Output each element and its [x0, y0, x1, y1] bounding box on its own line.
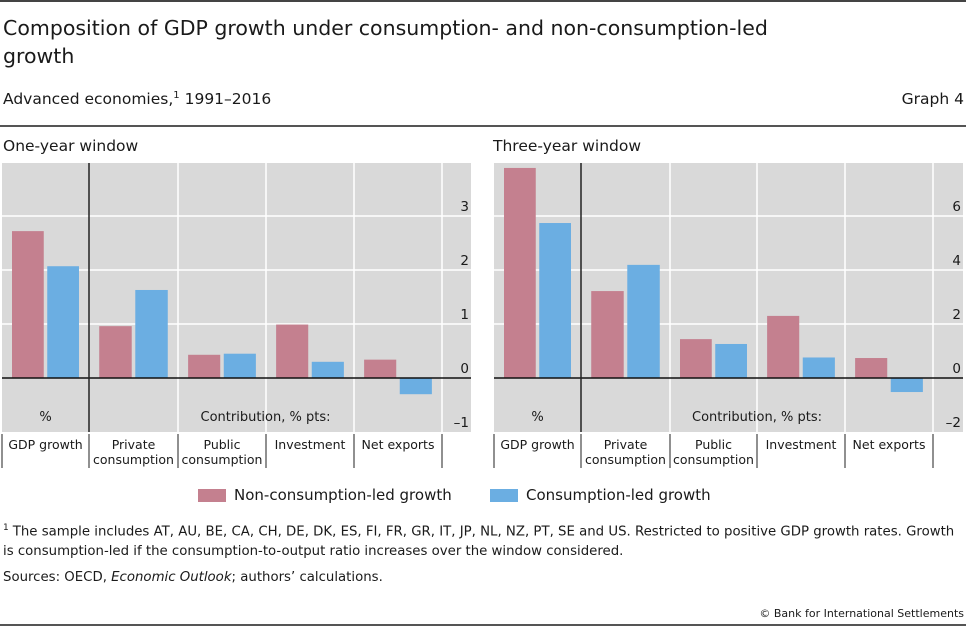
bar-non-consumption-led-public-consumption	[680, 339, 712, 378]
legend: Non-consumption-led growth Consumption-l…	[0, 486, 966, 506]
y-tick-label: 2	[460, 253, 469, 269]
panel-title-three-year: Three-year window	[493, 137, 642, 155]
bar-non-consumption-led-net-exports	[855, 358, 888, 378]
y-tick-label: 1	[460, 307, 469, 323]
sources-prefix: Sources: OECD,	[3, 570, 112, 585]
bar-consumption-led-gdp-growth	[539, 223, 571, 378]
sources-publication: Economic Outlook	[111, 570, 232, 585]
bar-consumption-led-private-consumption	[135, 289, 168, 378]
panel-title-one-year: One-year window	[3, 137, 139, 155]
header-rule	[0, 125, 966, 127]
legend-label-non-consumption-led: Non-consumption-led growth	[234, 486, 452, 504]
legend-item-non-consumption-led: Non-consumption-led growth	[198, 486, 452, 504]
y-tick-label: 4	[952, 253, 961, 269]
bar-consumption-led-investment	[802, 357, 835, 378]
unit-label-contribution: Contribution, % pts:	[692, 410, 822, 425]
subtitle-period: 1991–2016	[184, 90, 272, 109]
x-category-label: GDP growth	[8, 437, 82, 452]
chart-subtitle: Advanced economies,1 1991–2016	[3, 90, 271, 108]
legend-label-consumption-led: Consumption-led growth	[526, 486, 711, 504]
top-rule	[0, 0, 966, 2]
chart-title: Composition of GDP growth under consumpt…	[3, 16, 768, 68]
footnote: 1 The sample includes AT, AU, BE, CA, CH,…	[3, 518, 965, 562]
x-category-label: consumption	[93, 452, 174, 467]
footnote-ref: 1	[3, 523, 9, 533]
x-category-label: Private	[604, 437, 648, 452]
bar-consumption-led-net-exports	[890, 378, 923, 393]
bar-consumption-led-public-consumption	[715, 343, 747, 378]
legend-item-consumption-led: Consumption-led growth	[490, 486, 711, 504]
subtitle-footnote-ref: 1	[173, 90, 180, 101]
x-category-label: Public	[204, 437, 241, 452]
y-tick-label: 3	[460, 199, 469, 215]
y-tick-label: 0	[952, 361, 961, 377]
bottom-rule	[0, 624, 966, 626]
bar-non-consumption-led-investment	[276, 324, 309, 378]
graph-number: Graph 4	[901, 90, 964, 108]
bar-non-consumption-led-gdp-growth	[504, 167, 536, 378]
x-category-label: Investment	[275, 437, 346, 452]
bar-non-consumption-led-private-consumption	[591, 291, 624, 378]
unit-label-contribution: Contribution, % pts:	[201, 410, 331, 425]
y-tick-label: 6	[952, 199, 961, 215]
bar-consumption-led-public-consumption	[223, 353, 256, 378]
y-tick-label: –1	[454, 415, 469, 431]
y-tick-label: 0	[460, 361, 469, 377]
bar-non-consumption-led-public-consumption	[188, 354, 221, 378]
x-category-label: Net exports	[362, 437, 435, 452]
bar-consumption-led-gdp-growth	[47, 266, 79, 378]
plot-area	[2, 163, 471, 432]
bar-consumption-led-net-exports	[399, 378, 432, 395]
sources: Sources: OECD, Economic Outlook; authors…	[3, 570, 383, 585]
bar-non-consumption-led-investment	[767, 315, 800, 378]
x-category-label: consumption	[182, 452, 263, 467]
plot-area	[494, 163, 963, 432]
legend-swatch-consumption-led	[490, 488, 518, 502]
bar-consumption-led-investment	[311, 361, 344, 378]
subtitle-text: Advanced economies,	[3, 90, 174, 109]
x-category-label: Public	[695, 437, 732, 452]
bar-non-consumption-led-gdp-growth	[12, 231, 44, 378]
footnote-text: The sample includes AT, AU, BE, CA, CH, …	[3, 524, 955, 560]
unit-label-percent: %	[39, 410, 51, 425]
unit-label-percent: %	[531, 410, 543, 425]
copyright: © Bank for International Settlements	[759, 607, 964, 620]
x-category-label: Net exports	[853, 437, 926, 452]
y-tick-label: 2	[952, 307, 961, 323]
x-category-label: consumption	[673, 452, 754, 467]
y-tick-label: –2	[946, 415, 961, 431]
bar-non-consumption-led-private-consumption	[99, 326, 132, 378]
bar-consumption-led-private-consumption	[627, 264, 660, 378]
x-category-label: GDP growth	[500, 437, 574, 452]
x-category-label: consumption	[585, 452, 666, 467]
charts-canvas: –1 0 1 2 3% Contribution, % pts: GDP growth Pri…	[1, 163, 963, 468]
x-category-label: Investment	[766, 437, 837, 452]
x-category-label: Private	[112, 437, 156, 452]
legend-swatch-non-consumption-led	[198, 488, 226, 502]
sources-suffix: ; authors’ calculations.	[231, 570, 383, 585]
bar-non-consumption-led-net-exports	[364, 359, 397, 378]
